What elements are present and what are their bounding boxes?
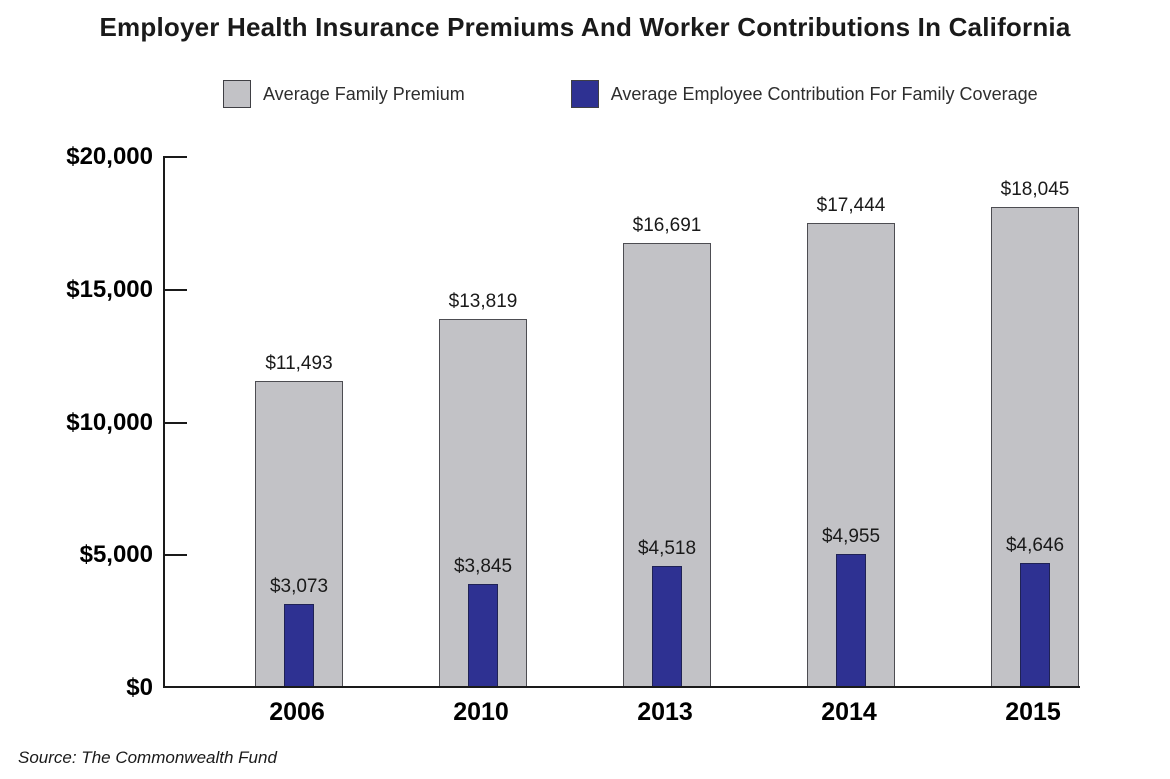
premium-value-label: $11,493: [265, 353, 333, 374]
source-note: Source: The Commonwealth Fund: [18, 748, 277, 767]
contribution-value-label: $3,845: [453, 556, 513, 577]
contribution-bar: [836, 554, 866, 686]
premium-value-label: $16,691: [632, 215, 702, 236]
contribution-swatch: [570, 80, 599, 108]
y-tick-label: $5,000: [79, 541, 153, 569]
legend-item-premium: Average Family Premium: [223, 80, 465, 108]
legend-label-premium: Average Family Premium: [263, 83, 465, 104]
bar-group: $16,691 $4,518: [623, 157, 711, 686]
contribution-value-label: $4,955: [821, 526, 881, 547]
bar-group: $17,444 $4,955: [807, 157, 895, 686]
x-axis-label: 2015: [1005, 698, 1061, 726]
contribution-bar: [284, 604, 314, 686]
legend-label-contribution: Average Employee Contribution For Family…: [610, 83, 1038, 104]
contribution-value-label: $4,518: [637, 538, 697, 559]
y-tick: [163, 156, 187, 158]
premium-value-label: $17,444: [816, 195, 886, 216]
premium-value-label: $13,819: [448, 291, 518, 312]
legend: Average Family Premium Average Employee …: [223, 80, 1038, 108]
bar-group: $18,045 $4,646: [991, 157, 1079, 686]
bar-group: $11,493 $3,073: [255, 157, 343, 686]
plot-area: $11,493 $3,073 $13,819 $3,845 $16,691 $4,518 $…: [163, 156, 1080, 688]
premium-swatch: [223, 80, 251, 108]
contribution-bar: [468, 584, 498, 686]
legend-item-contribution: Average Employee Contribution For Family…: [570, 80, 1038, 108]
x-axis-label: 2010: [453, 698, 509, 726]
y-tick-label: $0: [126, 674, 153, 701]
x-axis-label: 2006: [269, 698, 325, 726]
y-tick-label: $15,000: [66, 275, 153, 303]
chart-title: Employer Health Insurance Premiums And W…: [99, 12, 1071, 42]
y-tick: [163, 554, 187, 557]
premium-value-label: $18,045: [1000, 179, 1070, 200]
contribution-value-label: $3,073: [269, 576, 329, 597]
x-axis-label: 2013: [637, 698, 693, 726]
y-tick-label: $10,000: [66, 408, 153, 436]
contribution-bar: [1020, 563, 1050, 686]
contribution-value-label: $4,646: [1005, 535, 1065, 556]
bar-group: $13,819 $3,845: [439, 157, 527, 686]
y-tick: [163, 288, 187, 291]
y-tick-label: $20,000: [66, 143, 153, 170]
contribution-bar: [652, 566, 682, 686]
y-tick: [163, 421, 187, 424]
x-axis-label: 2014: [821, 698, 877, 726]
